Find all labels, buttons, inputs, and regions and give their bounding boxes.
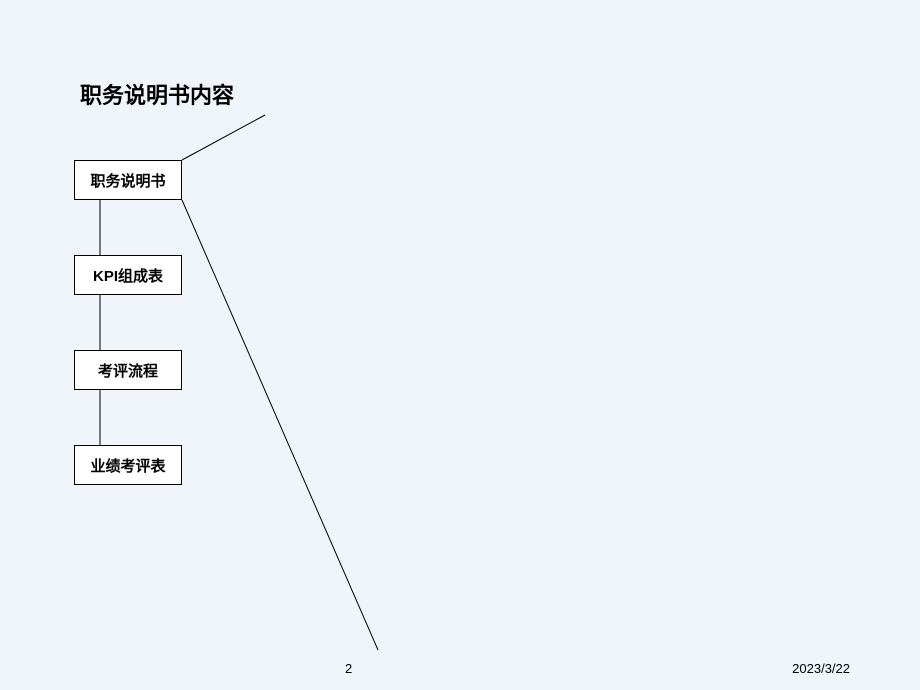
diagram-node: KPI组成表 (74, 255, 182, 295)
node-label: 业绩考评表 (90, 455, 165, 476)
page-date: 2023/3/22 (792, 661, 850, 676)
diagram-node: 职务说明书 (74, 160, 182, 200)
diagram-node: 业绩考评表 (74, 445, 182, 485)
node-label: 职务说明书 (90, 170, 165, 191)
page-number: 2 (345, 661, 352, 676)
diagram-node: 考评流程 (74, 350, 182, 390)
page-title: 职务说明书内容 (80, 78, 234, 110)
node-label: 考评流程 (98, 360, 158, 381)
node-label: KPI组成表 (93, 265, 163, 286)
